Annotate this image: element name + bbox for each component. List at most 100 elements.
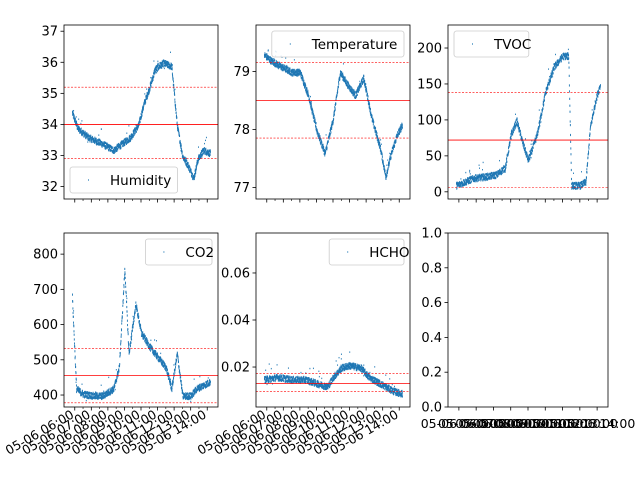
data-point [206,381,208,384]
data-point [596,98,598,101]
data-point [354,365,356,368]
data-point [491,172,493,175]
data-point [512,127,514,130]
data-point [296,376,298,380]
data-point [281,374,283,377]
data-point [279,373,281,377]
data-point [484,175,486,178]
data-point [349,364,351,367]
data-point [148,346,150,349]
data-point [354,92,356,94]
data-point [342,77,344,80]
data-point [583,180,585,183]
data-point [145,340,147,343]
data-point [327,385,329,388]
data-point [166,371,168,375]
data-point [182,391,184,395]
data-point [155,354,157,357]
data-point [151,77,153,81]
data-point [84,135,86,138]
data-point [203,147,205,150]
data-point [115,369,117,371]
data-point [392,147,394,150]
data-point [147,94,149,98]
data-point [284,65,286,69]
data-point [469,178,471,181]
data-point [145,99,146,102]
data-point [365,374,367,377]
data-point [559,58,561,61]
data-point [320,139,322,142]
y-tick-label: 0.0 [421,401,442,416]
data-point [324,152,325,155]
data-point [198,146,199,148]
data-point [157,64,159,68]
data-point [283,64,285,67]
data-point [507,153,509,157]
data-point [264,378,266,381]
data-point [268,363,270,365]
data-point [142,331,144,334]
data-point [383,163,385,166]
data-point [309,367,311,370]
data-point [110,391,112,394]
data-point [153,72,155,75]
data-point [587,150,589,153]
data-point [514,123,516,126]
data-point [325,134,327,136]
data-point [326,147,327,151]
data-point [171,66,173,69]
data-point [488,177,490,180]
data-point [184,159,185,162]
data-point [588,147,590,150]
data-point [194,386,196,390]
data-point [312,378,314,381]
data-point [183,396,185,399]
data-point [356,366,358,369]
data-point [101,145,103,148]
data-point [523,141,525,144]
data-point [120,146,122,149]
data-point [91,394,93,396]
y-tick-label: 700 [33,283,58,298]
data-point [124,138,126,141]
data-point [118,370,120,373]
data-point [338,81,340,84]
data-point [268,55,270,59]
data-point [548,78,550,81]
data-point [83,131,85,135]
data-point [511,129,513,131]
data-point [177,352,178,355]
data-point [316,385,318,388]
data-point [388,161,390,164]
data-point [496,170,498,173]
data-point [169,67,171,70]
data-point [472,177,474,180]
data-point [355,95,357,98]
data-point [209,381,210,385]
data-point [593,108,595,111]
data-point [94,396,96,399]
data-point [168,377,170,380]
data-point [351,87,353,90]
data-point [307,94,309,97]
data-point [134,130,136,133]
data-point [566,57,568,60]
data-point [556,64,558,67]
data-point [505,167,506,170]
data-point [523,143,525,146]
data-point [548,83,550,86]
data-point [513,131,514,134]
data-point [271,57,273,61]
data-point [562,55,564,58]
data-point [520,132,522,135]
data-point [180,142,181,145]
data-point [482,177,484,181]
data-point [111,389,113,392]
data-point [104,392,106,396]
data-point [124,267,126,271]
data-point [539,116,541,119]
data-point [160,357,162,361]
data-point [293,68,295,72]
data-point [77,127,79,131]
